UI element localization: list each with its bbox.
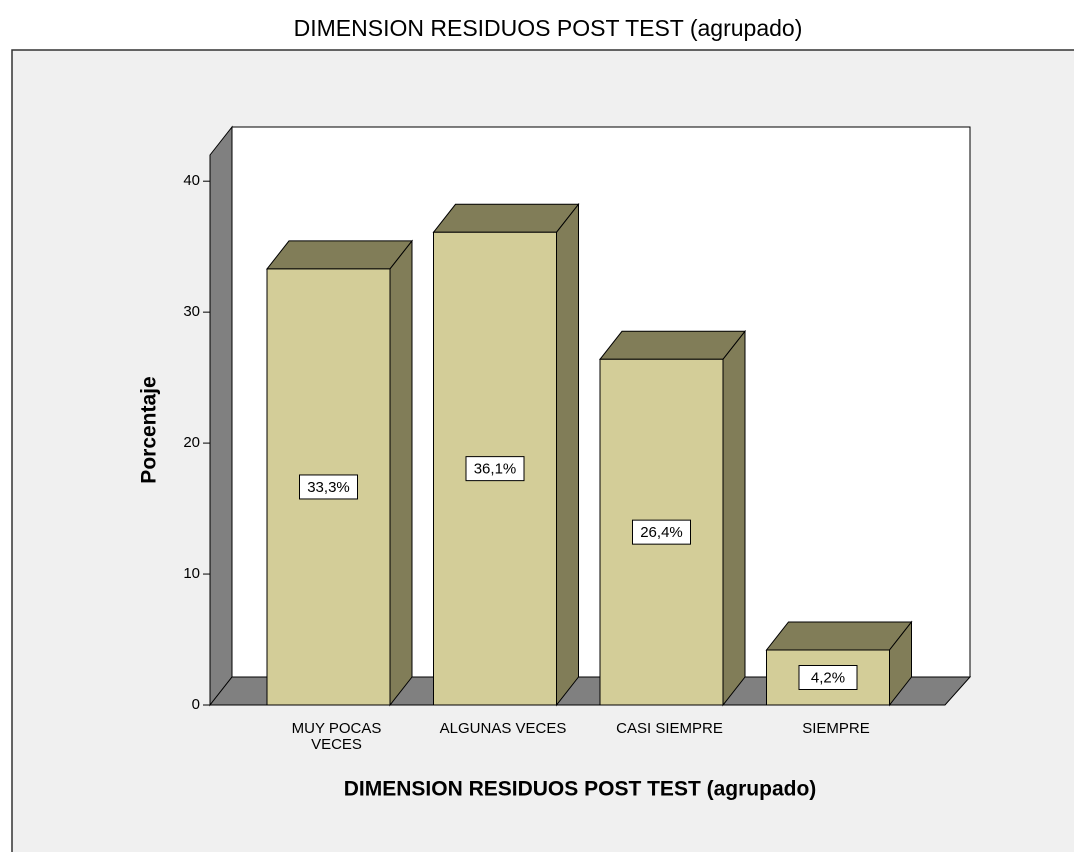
value-label: 26,4% (640, 524, 683, 541)
bar-side (722, 329, 746, 707)
value-label: 33,3% (307, 479, 350, 496)
y-tick-label: 40 (183, 172, 200, 189)
bar-top (598, 330, 747, 360)
value-label: 36,1% (474, 461, 517, 478)
x-tick-label: MUY POCAS VECES (291, 720, 382, 753)
y-axis-title: Porcentaje (138, 376, 161, 483)
chart-title: DIMENSION RESIDUOS POST TEST (agrupado) (294, 15, 803, 41)
x-tick-label: CASI SIEMPRE (616, 720, 723, 737)
value-label-box (465, 456, 525, 482)
bar-side (389, 239, 413, 707)
value-label: 4,2% (811, 669, 845, 686)
side-wall (209, 125, 233, 707)
x-tick-label: ALGUNAS VECES (439, 720, 567, 737)
value-label-box (299, 474, 358, 500)
x-axis-title: DIMENSION RESIDUOS POST TEST (agrupado) (344, 778, 817, 801)
value-label-box (798, 665, 858, 690)
value-label-box (632, 519, 691, 545)
y-tick-label: 20 (183, 434, 200, 451)
bar-top (432, 203, 580, 233)
bar-side (556, 202, 579, 707)
y-tick-label: 10 (183, 565, 200, 582)
x-tick-label: SIEMPRE (802, 720, 870, 737)
bar-top (765, 621, 913, 651)
bar-top (265, 240, 414, 270)
y-tick-label: 30 (183, 303, 200, 320)
y-tick-label: 0 (192, 696, 200, 713)
